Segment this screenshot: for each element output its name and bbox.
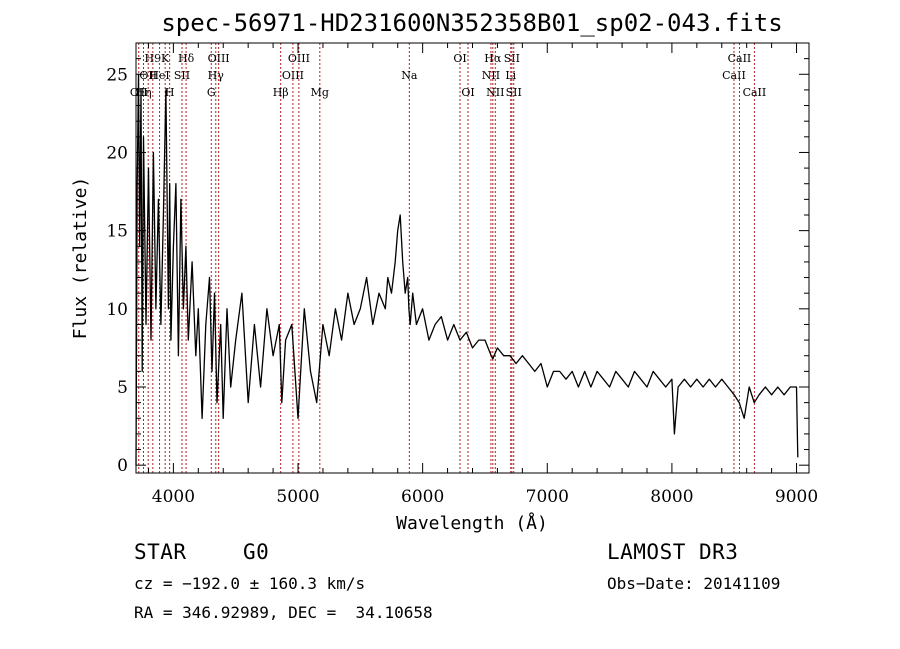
survey-name: LAMOST DR3 <box>607 540 739 564</box>
marker-label-3: H9 <box>145 52 162 65</box>
marker-label-14: OIII <box>288 52 310 65</box>
object-class: STAR <box>134 540 187 564</box>
y-tick-label-3: 15 <box>106 222 128 242</box>
marker-label-11: OIII <box>208 52 230 65</box>
x-tick-label-4: 8000 <box>650 487 693 507</box>
object-subclass: G0 <box>243 540 270 564</box>
chart-title: spec-56971-HD231600N352358B01_sp02-043.f… <box>161 9 782 37</box>
marker-label-22: Li <box>505 69 516 82</box>
marker-label-23: SII <box>504 52 520 65</box>
marker-label-25: CaII <box>722 69 746 82</box>
marker-label-18: OI <box>461 86 474 99</box>
marker-label-20: Hα <box>484 52 502 65</box>
x-tick-label-5: 9000 <box>775 487 818 507</box>
marker-label-6: H <box>165 86 175 99</box>
x-axis-label: Wavelength (Å) <box>396 512 548 534</box>
sky-coordinates: RA = 346.92989, DEC = 34.10658 <box>134 603 433 622</box>
marker-label-21: NII <box>486 86 504 99</box>
plot-frame <box>135 42 810 474</box>
y-tick-label-4: 20 <box>106 143 128 163</box>
marker-label-15: Mg <box>311 86 329 99</box>
axis-ticks: 4000 5000 6000 7000 8000 9000 0 5 10 15 20 25 <box>106 43 818 507</box>
x-tick-label-3: 7000 <box>526 487 569 507</box>
x-tick-label-2: 6000 <box>401 487 444 507</box>
marker-label-5: K <box>161 52 170 65</box>
marker-label-26: CaII <box>728 52 752 65</box>
y-tick-label-5: 25 <box>106 65 128 85</box>
marker-label-17: OI <box>453 52 466 65</box>
marker-label-16: Na <box>401 69 418 82</box>
y-tick-label-0: 0 <box>117 456 128 476</box>
flux-line <box>135 73 799 466</box>
marker-label-9: G <box>207 86 216 99</box>
observation-date: Obs−Date: 20141109 <box>607 574 781 593</box>
series-layer <box>135 73 799 466</box>
x-tick-label-1: 5000 <box>276 487 319 507</box>
marker-label-7: SII <box>174 69 190 82</box>
marker-label-12: Hβ <box>273 86 289 99</box>
marker-label-27: CaII <box>743 86 767 99</box>
marker-label-24: SII <box>506 86 522 99</box>
x-tick-label-0: 4000 <box>152 487 195 507</box>
marker-label-1: Hη <box>135 86 151 99</box>
y-tick-label-1: 5 <box>117 378 128 398</box>
y-tick-label-2: 10 <box>106 300 128 320</box>
y-axis-label: Flux (relative) <box>70 177 91 340</box>
marker-label-10: Hγ <box>208 69 225 82</box>
marker-label-4: HeI <box>149 69 169 82</box>
marker-label-8: Hδ <box>178 52 195 65</box>
redshift-cz: cz = −192.0 ± 160.3 km/s <box>134 574 366 593</box>
marker-label-19: NII <box>482 69 500 82</box>
line-markers: OIIHηOIIH9HeIKHSIIHδGHγOIIIHβOIIIOIIIMgN… <box>130 43 766 473</box>
marker-label-13: OIII <box>282 69 304 82</box>
